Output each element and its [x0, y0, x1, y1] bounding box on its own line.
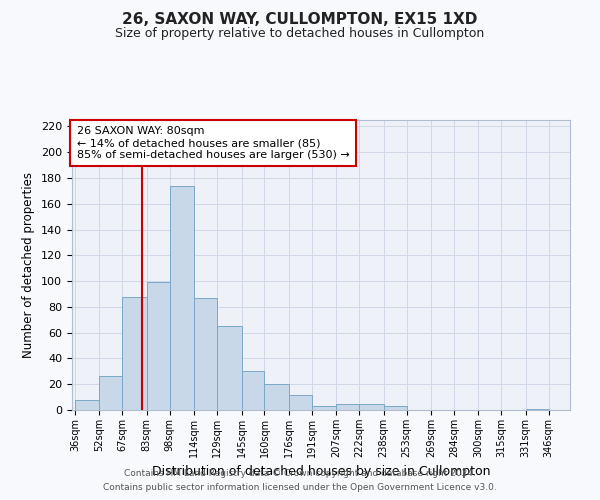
- Bar: [336, 404, 359, 410]
- Bar: [359, 404, 383, 410]
- Bar: [526, 408, 548, 410]
- Bar: [242, 372, 265, 410]
- Text: Contains public sector information licensed under the Open Government Licence v3: Contains public sector information licen…: [103, 484, 497, 492]
- Bar: [383, 406, 407, 410]
- Bar: [75, 400, 100, 410]
- Text: Size of property relative to detached houses in Cullompton: Size of property relative to detached ho…: [115, 28, 485, 40]
- Bar: [217, 326, 242, 410]
- Text: 26 SAXON WAY: 80sqm
← 14% of detached houses are smaller (85)
85% of semi-detach: 26 SAXON WAY: 80sqm ← 14% of detached ho…: [77, 126, 349, 160]
- X-axis label: Distribution of detached houses by size in Cullompton: Distribution of detached houses by size …: [152, 466, 490, 478]
- Bar: [289, 394, 312, 410]
- Bar: [100, 376, 122, 410]
- Bar: [265, 384, 289, 410]
- Bar: [147, 282, 170, 410]
- Bar: [122, 296, 147, 410]
- Text: 26, SAXON WAY, CULLOMPTON, EX15 1XD: 26, SAXON WAY, CULLOMPTON, EX15 1XD: [122, 12, 478, 28]
- Bar: [312, 406, 336, 410]
- Text: Contains HM Land Registry data © Crown copyright and database right 2024.: Contains HM Land Registry data © Crown c…: [124, 468, 476, 477]
- Bar: [194, 298, 217, 410]
- Y-axis label: Number of detached properties: Number of detached properties: [22, 172, 35, 358]
- Bar: [170, 186, 194, 410]
